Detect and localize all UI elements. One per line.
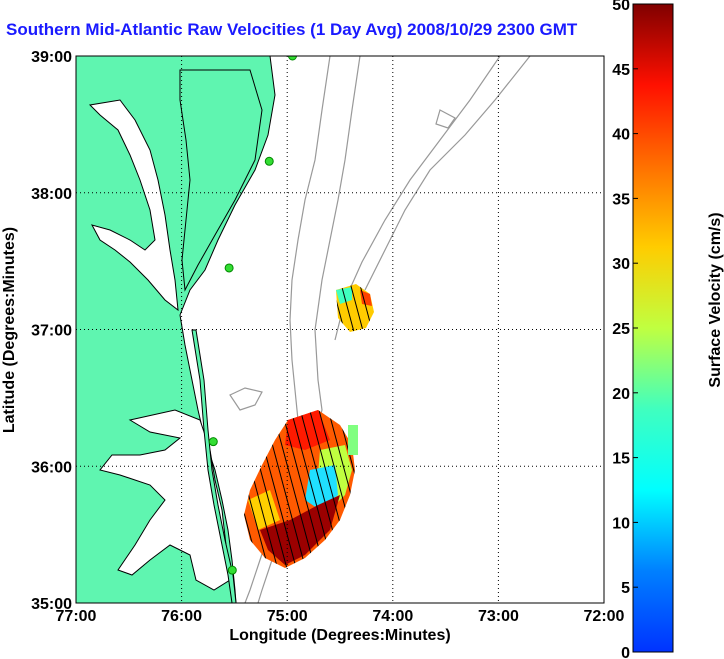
x-tick-label: 72:00 [584,608,625,625]
colorbar-tick-label: 15 [612,451,630,468]
colorbar-tick-label: 35 [612,191,630,208]
colorbar-tick-label: 45 [612,62,630,79]
outer-banks [191,329,237,603]
radar-station-marker [287,56,297,61]
colorbar-tick-label: 10 [612,515,630,532]
y-tick-label: 37:00 [31,323,72,340]
map-title: Southern Mid-Atlantic Raw Velocities (1 … [6,20,578,39]
radar-station-marker [208,437,218,447]
y-tick-label: 38:00 [31,186,72,203]
x-axis-ticks: 77:00 76:00 75:00 74:00 73:00 72:00 [56,608,625,625]
y-tick-label: 36:00 [31,459,72,476]
radar-station-marker [224,263,234,273]
chesapeake-bay [88,99,179,312]
radar-station-marker [227,565,237,575]
plot-frame [75,55,605,604]
colorbar-tick-label: 25 [612,321,630,338]
y-axis-label: Latitude (Degrees:Minutes) [1,227,18,433]
colorbar-tick-label: 5 [621,580,630,597]
y-axis-ticks: 39:00 38:00 37:00 36:00 35:00 [31,49,72,613]
pamlico-sound [99,409,231,591]
radar-station-marker [264,156,274,166]
x-axis-label: Longitude (Degrees:Minutes) [229,627,450,644]
colorbar-tick-label: 0 [621,645,630,659]
y-tick-label: 35:00 [31,596,72,613]
x-tick-label: 75:00 [267,608,308,625]
velocity-field-north [336,284,374,332]
velocity-cell [348,425,358,455]
colorbar-tick-label: 50 [612,0,630,14]
colorbar-tick-label: 40 [612,127,630,144]
velocity-field-south [244,410,355,568]
x-tick-label: 73:00 [478,608,519,625]
y-tick-label: 39:00 [31,49,72,66]
x-tick-label: 74:00 [372,608,413,625]
lat-lon-grid [76,56,604,603]
colorbar [632,3,674,653]
colorbar-label: Surface Velocity (cm/s) [707,212,724,387]
x-tick-label: 77:00 [56,608,97,625]
colorbar-tick-label: 30 [612,256,630,273]
colorbar-tick-label: 20 [612,386,630,403]
x-tick-label: 76:00 [161,608,202,625]
delmarva-peninsula [179,69,263,292]
hf-radar-stations [208,56,297,575]
